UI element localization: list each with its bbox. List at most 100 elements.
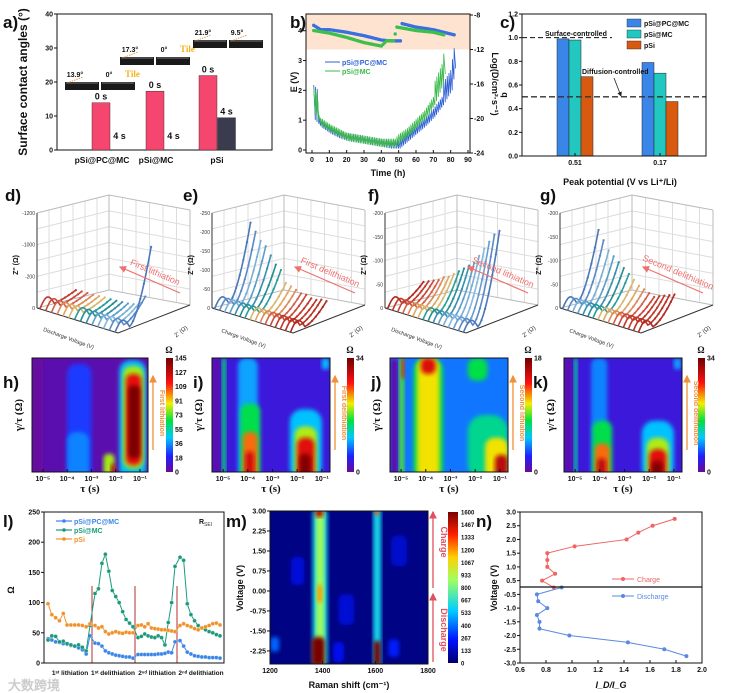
colorbar-tick-label: 109 <box>175 384 187 391</box>
z-axis-label: Z'' (Ω) <box>536 255 543 275</box>
impedance-point <box>123 305 126 308</box>
data-point <box>103 629 108 634</box>
impedance-point <box>606 291 610 294</box>
impedance-point <box>420 290 423 293</box>
impedance-point <box>106 312 109 315</box>
axes-frame <box>43 511 225 664</box>
z-tick-label: -100 <box>373 259 383 265</box>
impedance-point <box>310 297 313 300</box>
data-point <box>185 601 190 606</box>
impedance-point <box>71 291 74 294</box>
impedance-point <box>135 310 138 313</box>
data-point <box>61 639 66 644</box>
data-point <box>169 650 174 655</box>
x-tick-label: 50 <box>395 157 403 164</box>
impedance-point <box>462 267 466 270</box>
direction-arrow <box>293 266 356 294</box>
impedance-point <box>254 230 257 233</box>
axes-frame <box>269 510 429 665</box>
impedance-point <box>140 301 143 305</box>
impedance-point <box>67 294 70 297</box>
data-point <box>177 638 183 643</box>
impedance-point <box>271 274 274 277</box>
data-point <box>181 558 186 563</box>
impedance-point <box>622 266 625 270</box>
impedance-point <box>579 296 582 300</box>
colorbar-tick-label: 36 <box>175 441 183 448</box>
bar <box>665 101 679 157</box>
x-axis-label: τ (s) <box>439 483 459 495</box>
impedance-point <box>643 315 646 318</box>
impedance-point <box>81 301 84 304</box>
colorbar-tick-label: 0 <box>356 470 360 477</box>
colorbar-tick-label: 533 <box>461 611 472 617</box>
impedance-point <box>260 300 263 303</box>
data-point <box>206 629 212 634</box>
impedance-point <box>661 307 664 310</box>
y-tick-label: 0.5 <box>506 578 516 585</box>
impedance-point <box>438 303 441 306</box>
colorbar-tick-label: 1467 <box>461 523 475 529</box>
diffusion-point <box>398 39 403 43</box>
heatmap-cell <box>32 358 43 472</box>
impedance-point <box>465 287 469 290</box>
impedance-point <box>112 314 115 317</box>
impedance-point <box>644 297 647 301</box>
box-edge <box>631 194 714 211</box>
impedance-point <box>304 313 307 316</box>
data-point <box>57 639 62 645</box>
legend-label: pSi <box>644 43 655 50</box>
impedance-point <box>443 304 446 307</box>
data-point <box>188 651 194 657</box>
colorbar-tick-label: 1067 <box>461 561 475 567</box>
impedance-point <box>248 282 251 285</box>
impedance-point <box>455 288 458 291</box>
impedance-point <box>134 305 138 309</box>
impedance-point <box>150 245 153 248</box>
grid-line <box>211 210 285 230</box>
impedance-point <box>418 285 422 288</box>
impedance-point <box>132 302 135 306</box>
impedance-point <box>473 261 476 265</box>
impedance-point <box>460 287 463 291</box>
x-tick-label: 10⁻¹ <box>493 476 507 483</box>
impedance-point <box>253 285 257 288</box>
impedance-point <box>612 255 615 258</box>
impedance-point <box>108 305 111 308</box>
colorbar-unit: Ω <box>346 345 353 355</box>
impedance-point <box>596 285 599 288</box>
x-tick-label: 90 <box>464 157 472 164</box>
x-tick-label: 10⁻¹ <box>667 476 681 483</box>
droplet-image <box>156 57 190 65</box>
y-tick-label: 150 <box>28 570 40 577</box>
impedance-point <box>595 268 598 271</box>
data-point <box>567 633 572 638</box>
direction-annotation: Second delithiation <box>641 253 715 292</box>
x-axis-line <box>211 307 294 334</box>
panel-label: e) <box>183 186 198 205</box>
impedance-point <box>261 260 264 263</box>
impedance-point <box>658 318 662 321</box>
impedance-point <box>637 307 640 311</box>
impedance-point <box>460 314 463 317</box>
bar <box>145 90 165 151</box>
colorbar <box>166 358 173 472</box>
y-tick-label: 40 <box>45 12 53 19</box>
impedance-point <box>652 311 655 314</box>
x-tick-label: 80 <box>447 157 455 164</box>
impedance-point <box>104 308 107 311</box>
impedance-point <box>642 288 646 291</box>
heatmap-cell <box>321 358 330 370</box>
z-tick-label: -200 <box>25 274 35 280</box>
impedance-point <box>280 310 283 313</box>
series-line <box>47 552 221 652</box>
colorbar-tick-label: 34 <box>707 356 715 363</box>
impedance-point <box>245 292 248 295</box>
impedance-point <box>654 300 657 304</box>
impedance-point <box>109 298 112 301</box>
data-point <box>84 624 89 629</box>
impedance-point <box>279 303 282 306</box>
impedance-point <box>622 300 625 303</box>
diffusion-point <box>391 39 396 43</box>
impedance-point <box>462 297 465 301</box>
